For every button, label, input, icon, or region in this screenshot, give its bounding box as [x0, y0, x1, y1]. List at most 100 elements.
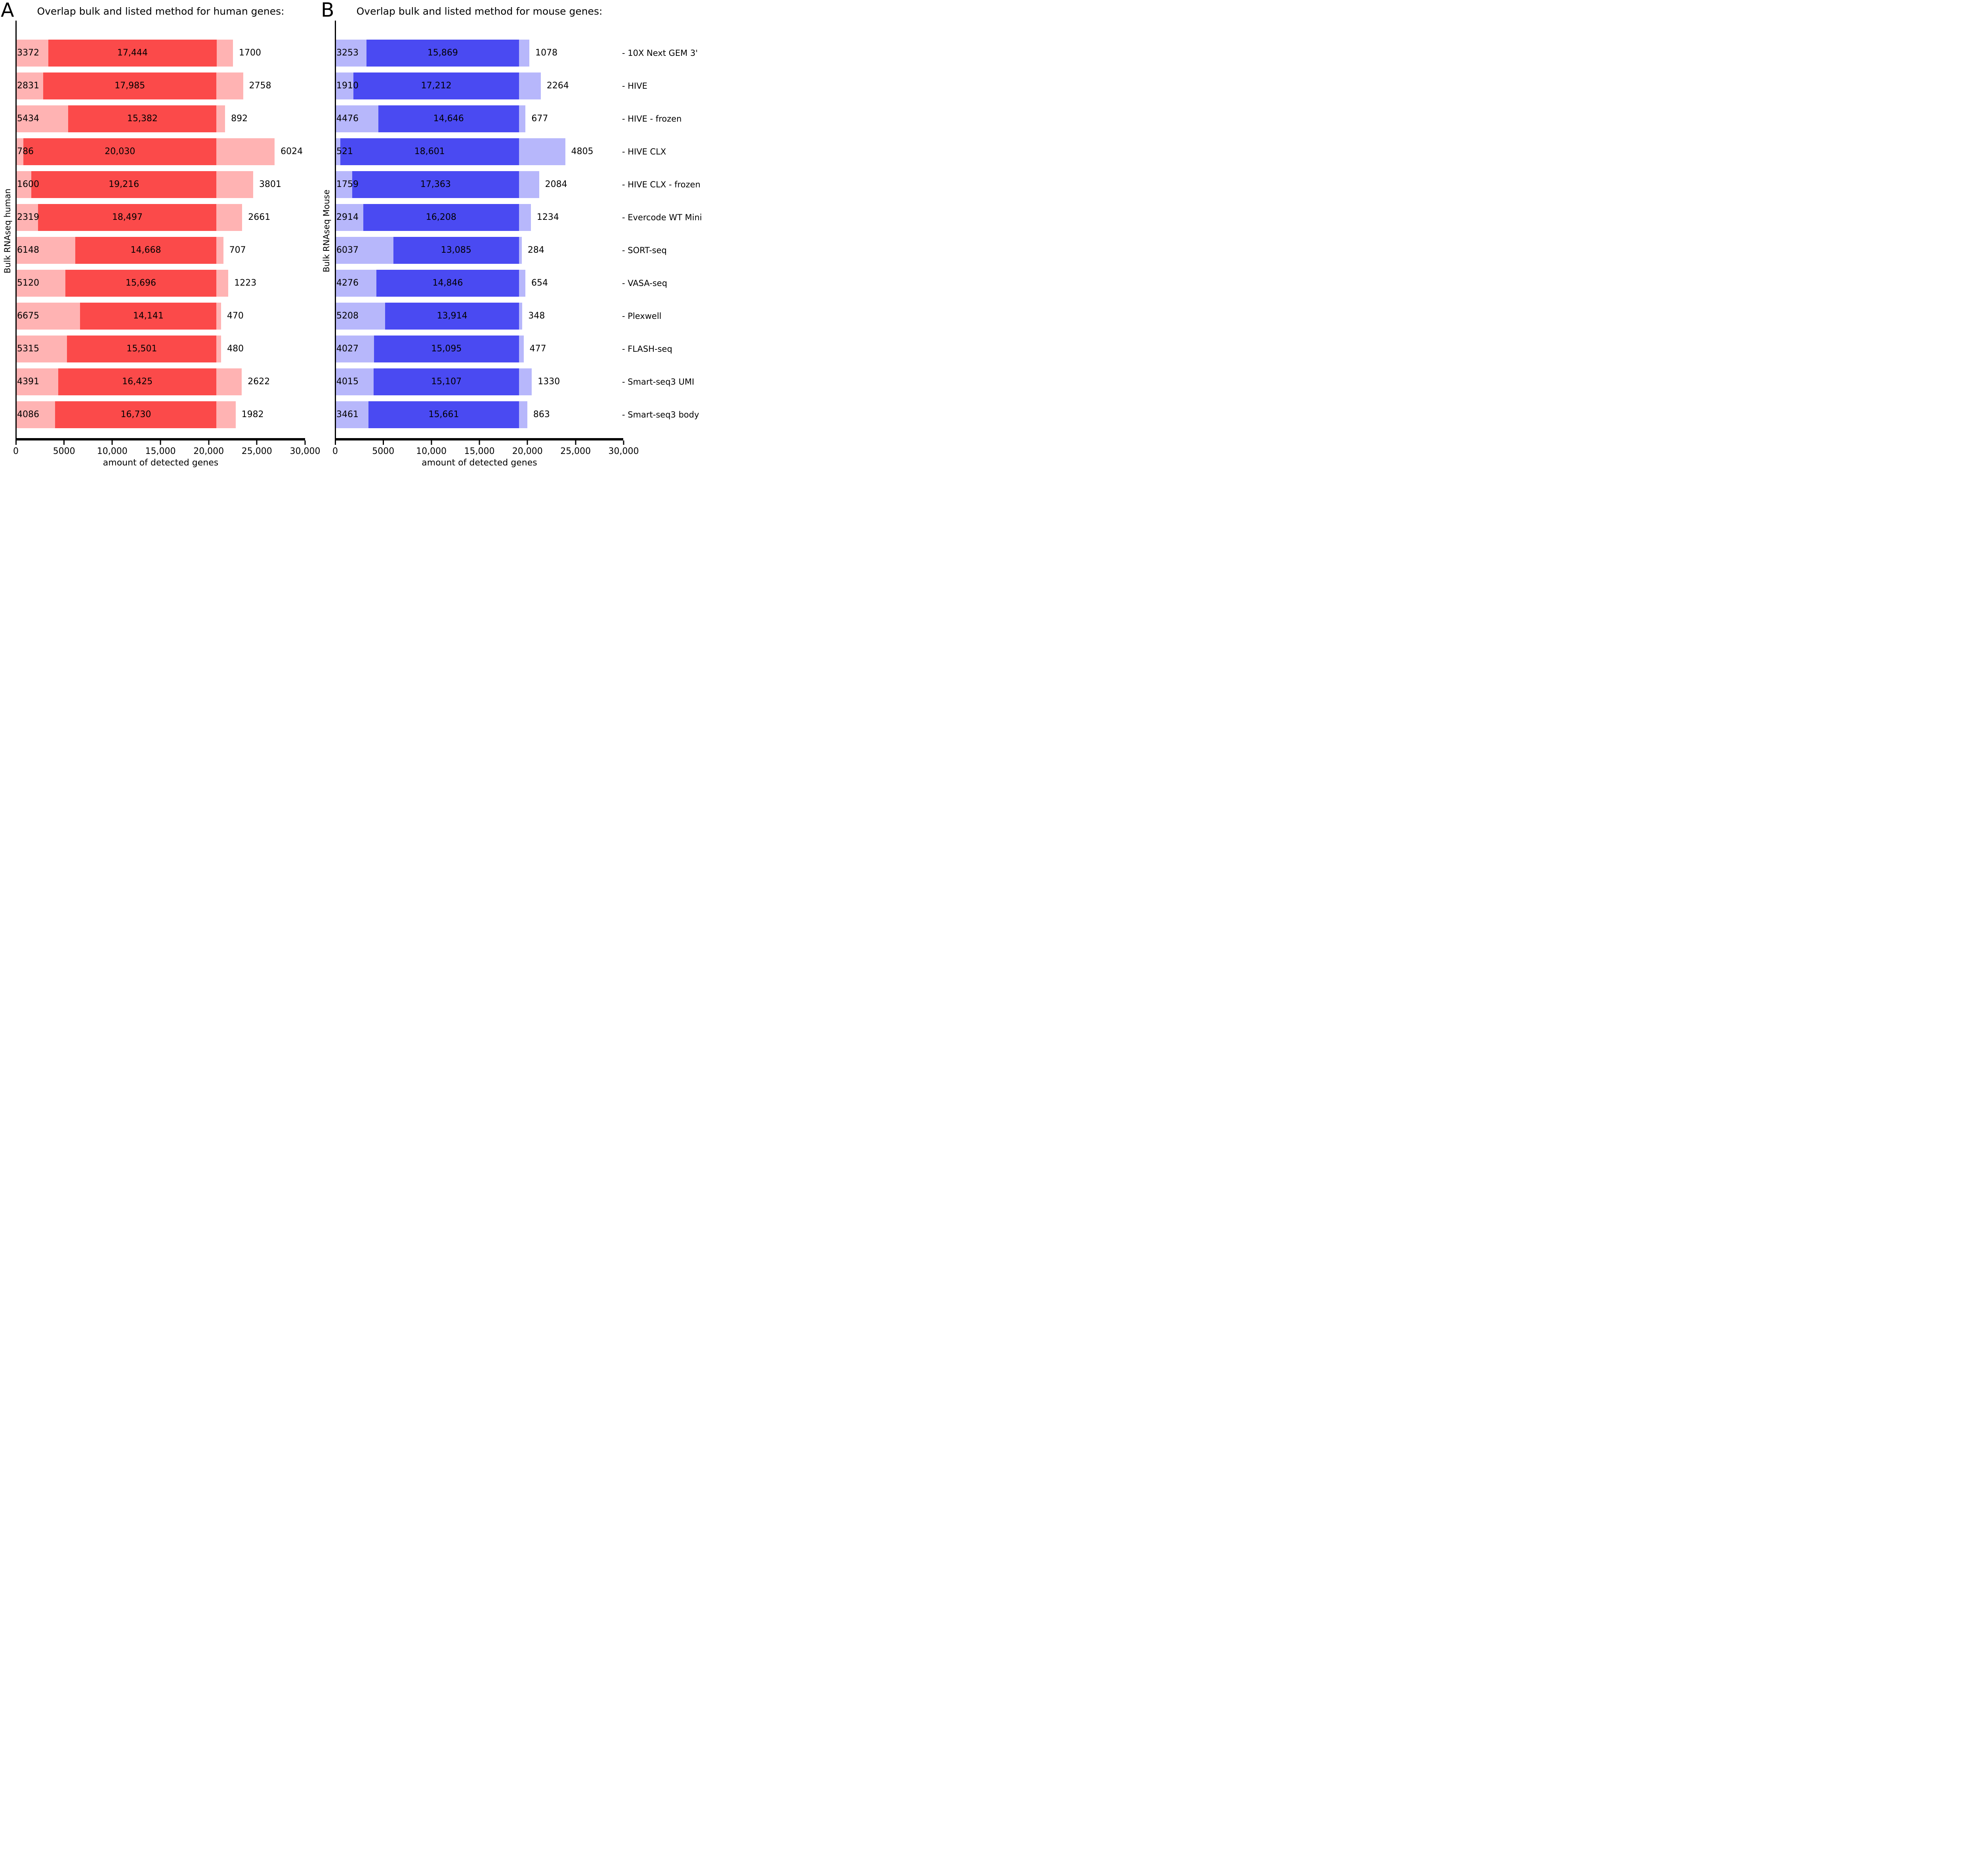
x-tick-label: 10,000	[97, 446, 128, 456]
bar-row: 1910 17,212 2264 - HIVE	[335, 72, 647, 99]
bar-row: 3253 15,869 1078 - 10X Next GEM 3'	[335, 40, 698, 67]
bar-row: 3372 17,444 1700	[16, 40, 261, 67]
bulk-only-segment: 5208	[335, 303, 386, 330]
overlap-segment: 20,030	[23, 138, 217, 165]
bar-row: 5208 13,914 348 - Plexwell	[335, 303, 662, 330]
bulk-only-segment: 4276	[335, 270, 376, 297]
method-only-value: 480	[227, 344, 244, 354]
x-tick: 10,000	[416, 440, 447, 456]
x-tick-label: 0	[13, 446, 19, 456]
figure: A Overlap bulk and listed method for hum…	[0, 0, 703, 469]
overlap-segment: 18,601	[340, 138, 519, 165]
overlap-value: 15,382	[127, 114, 158, 124]
method-label: - Plexwell	[622, 311, 662, 321]
overlap-segment: 16,208	[363, 204, 519, 231]
bulk-only-value: 5315	[17, 344, 39, 354]
bulk-only-segment: 521	[335, 138, 353, 165]
method-only-value: 1700	[239, 48, 261, 58]
overlap-value: 18,601	[414, 147, 445, 156]
overlap-value: 14,846	[432, 278, 463, 288]
bulk-only-segment: 1759	[335, 171, 359, 198]
method-only-segment	[216, 270, 229, 297]
method-only-segment	[216, 401, 236, 428]
bulk-only-value: 4276	[336, 278, 359, 288]
x-tick-label: 10,000	[416, 446, 447, 456]
overlap-value: 15,696	[126, 278, 156, 288]
x-tick-mark	[15, 440, 17, 445]
method-label: - FLASH-seq	[622, 344, 672, 354]
overlap-value: 17,985	[115, 81, 145, 91]
overlap-value: 17,444	[117, 48, 148, 58]
x-axis-spine	[15, 438, 305, 440]
x-tick: 25,000	[242, 440, 272, 456]
overlap-segment: 17,444	[48, 40, 217, 67]
bulk-only-segment: 3253	[335, 40, 366, 67]
x-tick: 20,000	[512, 440, 543, 456]
method-label: - Evercode WT Mini	[622, 213, 702, 222]
method-only-value: 2264	[546, 81, 569, 91]
overlap-value: 15,661	[428, 410, 459, 419]
x-tick-mark	[623, 440, 624, 445]
stacked-bar: 2831 17,985	[16, 72, 243, 99]
bulk-only-value: 2319	[17, 212, 39, 222]
bar-row: 4027 15,095 477 - FLASH-seq	[335, 336, 672, 362]
x-axis-label: amount of detected genes	[422, 458, 537, 468]
overlap-segment: 17,212	[353, 72, 519, 99]
panel-letter-b: B	[321, 0, 334, 21]
bulk-only-segment: 2914	[335, 204, 363, 231]
x-tick-mark	[527, 440, 528, 445]
overlap-value: 14,141	[133, 311, 164, 321]
bulk-only-segment: 1910	[335, 72, 359, 99]
stacked-bar: 4276 14,846	[335, 270, 525, 297]
bulk-only-value: 521	[336, 147, 353, 156]
method-only-segment	[519, 401, 527, 428]
overlap-segment: 18,497	[38, 204, 217, 231]
overlap-value: 17,212	[421, 81, 452, 91]
panel-human: A Overlap bulk and listed method for hum…	[0, 0, 320, 469]
bulk-only-value: 4027	[336, 344, 359, 354]
bulk-only-value: 6675	[17, 311, 39, 321]
method-only-value: 6024	[281, 147, 303, 156]
overlap-value: 15,501	[126, 344, 157, 354]
stacked-bar: 521 18,601	[335, 138, 565, 165]
x-tick-label: 25,000	[560, 446, 591, 456]
method-only-value: 348	[528, 311, 545, 321]
method-only-value: 677	[531, 114, 548, 124]
method-only-value: 3801	[259, 179, 281, 189]
bulk-only-value: 1910	[336, 81, 359, 91]
bar-row: 3461 15,661 863 - Smart-seq3 body	[335, 401, 699, 428]
overlap-segment: 19,216	[31, 171, 217, 198]
stacked-bar: 2319 18,497	[16, 204, 242, 231]
method-only-segment	[216, 336, 221, 362]
overlap-value: 16,730	[120, 410, 151, 419]
method-only-value: 892	[231, 114, 248, 124]
method-only-value: 1223	[234, 278, 257, 288]
bulk-only-value: 3253	[336, 48, 359, 58]
overlap-value: 15,107	[431, 377, 462, 387]
overlap-value: 16,425	[122, 377, 153, 387]
method-only-segment	[519, 72, 541, 99]
bar-row: 5315 15,501 480	[16, 336, 244, 362]
bar-row: 6675 14,141 470	[16, 303, 244, 330]
bulk-only-segment: 5120	[16, 270, 65, 297]
method-only-segment	[216, 72, 243, 99]
method-only-segment	[216, 204, 242, 231]
method-label: - HIVE	[622, 81, 647, 91]
bulk-only-segment: 786	[16, 138, 34, 165]
stacked-bar: 3372 17,444	[16, 40, 233, 67]
stacked-bar: 1600 19,216	[16, 171, 253, 198]
bulk-only-segment: 5315	[16, 336, 67, 362]
bar-row: 521 18,601 4805 - HIVE CLX	[335, 138, 666, 165]
x-tick: 20,000	[193, 440, 224, 456]
bulk-only-value: 4015	[336, 377, 359, 387]
method-label: - 10X Next GEM 3'	[622, 48, 698, 58]
bulk-only-value: 2914	[336, 212, 359, 222]
method-label: - VASA-seq	[622, 278, 668, 288]
method-only-value: 863	[533, 410, 550, 419]
overlap-segment: 15,696	[65, 270, 217, 297]
x-tick-mark	[160, 440, 161, 445]
stacked-bar: 5120 15,696	[16, 270, 229, 297]
method-only-value: 1234	[536, 212, 559, 222]
panel-letter-a: A	[1, 0, 14, 21]
method-only-value: 1078	[535, 48, 558, 58]
